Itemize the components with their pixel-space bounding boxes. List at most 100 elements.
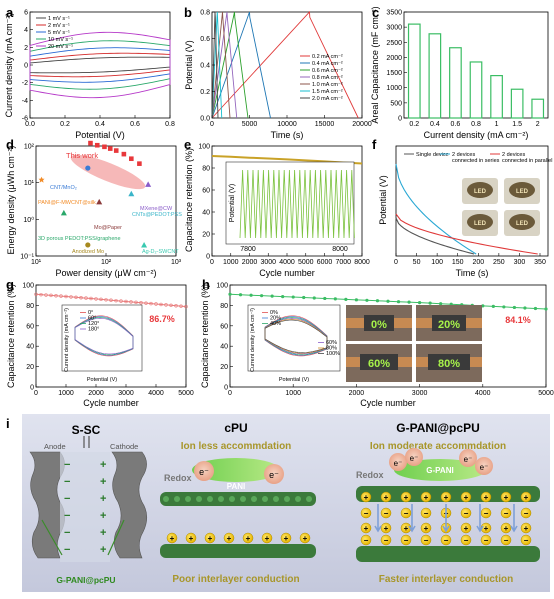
polymer-texture — [284, 496, 290, 502]
electron-icon — [405, 448, 423, 466]
panel-b-ytick-label: 0.6 — [200, 36, 210, 43]
panel-b-legend: 0.2 mA cm⁻²0.4 mA cm⁻²0.6 mA cm⁻²0.8 mA … — [300, 54, 343, 102]
gpani-ions: + + + + + + + + +− − − − − − − − −+ + + + + + + + +− − − − − − − − − — [360, 491, 532, 546]
panel-h-ytick-label: 40 — [220, 344, 228, 351]
panel-b-ytick-label: 0.2 — [200, 89, 210, 96]
panel-d-xtick-label: 10³ — [171, 259, 182, 266]
retention-marker — [375, 299, 380, 303]
panel-e-xtick-label: 0 — [210, 259, 214, 266]
panel-c-xtick-label: 1 — [495, 121, 499, 128]
panel-a-legend: 1 mV s⁻¹2 mV s⁻¹5 mV s⁻¹10 mV s⁻¹20 mV s… — [36, 16, 73, 50]
legend-label: 1.5 mA cm⁻² — [312, 89, 343, 95]
panel-g-retention-value: 86.7% — [149, 314, 175, 324]
polymer-texture — [251, 496, 257, 502]
conduction-arrow — [374, 504, 382, 533]
reference-point — [60, 209, 67, 216]
svg-text:LED: LED — [474, 189, 487, 195]
gpani-bottom-layer — [356, 546, 540, 562]
ion-sign: + — [246, 534, 251, 543]
plus-sign: + — [100, 476, 106, 488]
retention-marker — [270, 294, 274, 298]
retention-marker — [159, 302, 163, 307]
panel-d-points: CNT/MnO₂ PANI@F-MWCNT@silk MXene@CW Mo@Pape… — [38, 140, 182, 255]
panel-h-ytick-label: 80 — [220, 303, 228, 310]
ssc-device: S-SC Anode Cathode − + − + − + − + − + − + G-PANI@p… — [29, 423, 148, 585]
cpu-ions: + + + + + + + + — [166, 532, 311, 544]
retention-marker — [302, 295, 306, 300]
panel-e-label: e — [184, 137, 191, 152]
legend-label: 20 mV s⁻¹ — [48, 44, 73, 50]
ion-sign: + — [384, 524, 389, 533]
ion-icon — [261, 532, 273, 544]
panel-b: b 0.0 0.2 0.4 0.6 0.8 0 5000 10000 15000 20000 0… — [184, 5, 372, 140]
panel-h-inset-curves — [264, 315, 328, 357]
panel-d-xlabel: Power density (μW cm⁻²) — [56, 268, 157, 278]
stretch-photo-0: 0% — [346, 305, 412, 341]
panel-c-ytick-label: 2000 — [386, 55, 402, 62]
stretch-photo-80: 80% — [416, 344, 482, 382]
this-work-point — [137, 161, 142, 166]
electron-icon — [475, 457, 493, 475]
retention-marker — [344, 297, 348, 301]
panel-c-ytick-label: 500 — [390, 100, 402, 107]
panel-b-label: b — [184, 5, 192, 20]
retention-marker — [124, 299, 128, 304]
ion-icon — [500, 507, 512, 519]
panel-g-ytick-label: 100 — [22, 283, 34, 290]
panel-h-inset — [247, 304, 341, 372]
panel-g-xtick-label: 2000 — [88, 390, 104, 397]
retention-marker — [179, 304, 183, 308]
panel-f-xticks: 0 50 100 150 200 250 300 350 — [394, 253, 546, 266]
svg-text:LED: LED — [516, 189, 529, 195]
this-work-point — [121, 151, 127, 157]
retention-marker — [154, 302, 158, 306]
plus-sign: + — [100, 493, 106, 505]
polymer-texture — [174, 496, 180, 502]
panel-h-xticks: 0 1000 2000 3000 4000 5000 — [228, 384, 554, 397]
cpu-bottom-label: Poor interlayer conduction — [172, 574, 299, 585]
panel-c-label: c — [372, 5, 379, 20]
panel-a-ytick-label: 2 — [24, 45, 28, 52]
stretch-photo-20: 20% — [416, 305, 482, 341]
panel-e-ytick-label: 100 — [198, 144, 210, 151]
panel-a-yticks: -6 -4 -2 0 2 4 6 — [22, 10, 33, 123]
panel-g-frame — [35, 284, 187, 388]
panel-g-retention-line — [34, 292, 188, 309]
panel-g-ytick-label: 80 — [26, 303, 34, 310]
panel-e-xtick-label: 4000 — [279, 259, 295, 266]
legend-label: 60% — [326, 340, 337, 346]
ion-icon — [380, 507, 392, 519]
polymer-texture — [240, 496, 246, 502]
panel-c-ytick-label: 1000 — [386, 85, 402, 92]
retention-marker — [144, 301, 148, 305]
panel-a-ytick-label: 4 — [24, 27, 28, 34]
legend-label: 1.0 mA cm⁻² — [312, 82, 343, 88]
panel-h-ytick-label: 100 — [216, 283, 228, 290]
polymer-texture — [295, 496, 301, 502]
panel-e-xtick-label: 5000 — [298, 259, 314, 266]
reference-label: Ag-D₂-SWCNT — [142, 249, 179, 255]
panel-c-ytick-label: 3000 — [386, 25, 402, 32]
legend-label: 180° — [88, 327, 99, 333]
retention-marker — [228, 292, 232, 296]
ion-icon — [420, 491, 432, 503]
retention-marker — [174, 304, 178, 308]
cathode-label: Cathode — [110, 442, 138, 451]
retention-marker — [418, 301, 422, 305]
retention-marker — [34, 292, 38, 296]
polymer-texture — [273, 496, 279, 502]
panel-f-curves — [395, 163, 538, 255]
ion-icon — [500, 491, 512, 503]
gcd-curve — [211, 11, 271, 119]
ion-icon — [299, 532, 311, 544]
panel-h-inset-xlabel: Potential (V) — [279, 377, 309, 383]
legend-label: 0.6 mA cm⁻² — [312, 68, 343, 74]
ion-icon — [460, 534, 472, 546]
panel-d-xtick-label: 10² — [101, 259, 112, 266]
retention-marker — [365, 298, 369, 302]
panel-f-xtick-label: 250 — [493, 259, 505, 266]
ion-icon — [460, 522, 472, 534]
panel-h-ytick-label: 60 — [220, 323, 228, 330]
